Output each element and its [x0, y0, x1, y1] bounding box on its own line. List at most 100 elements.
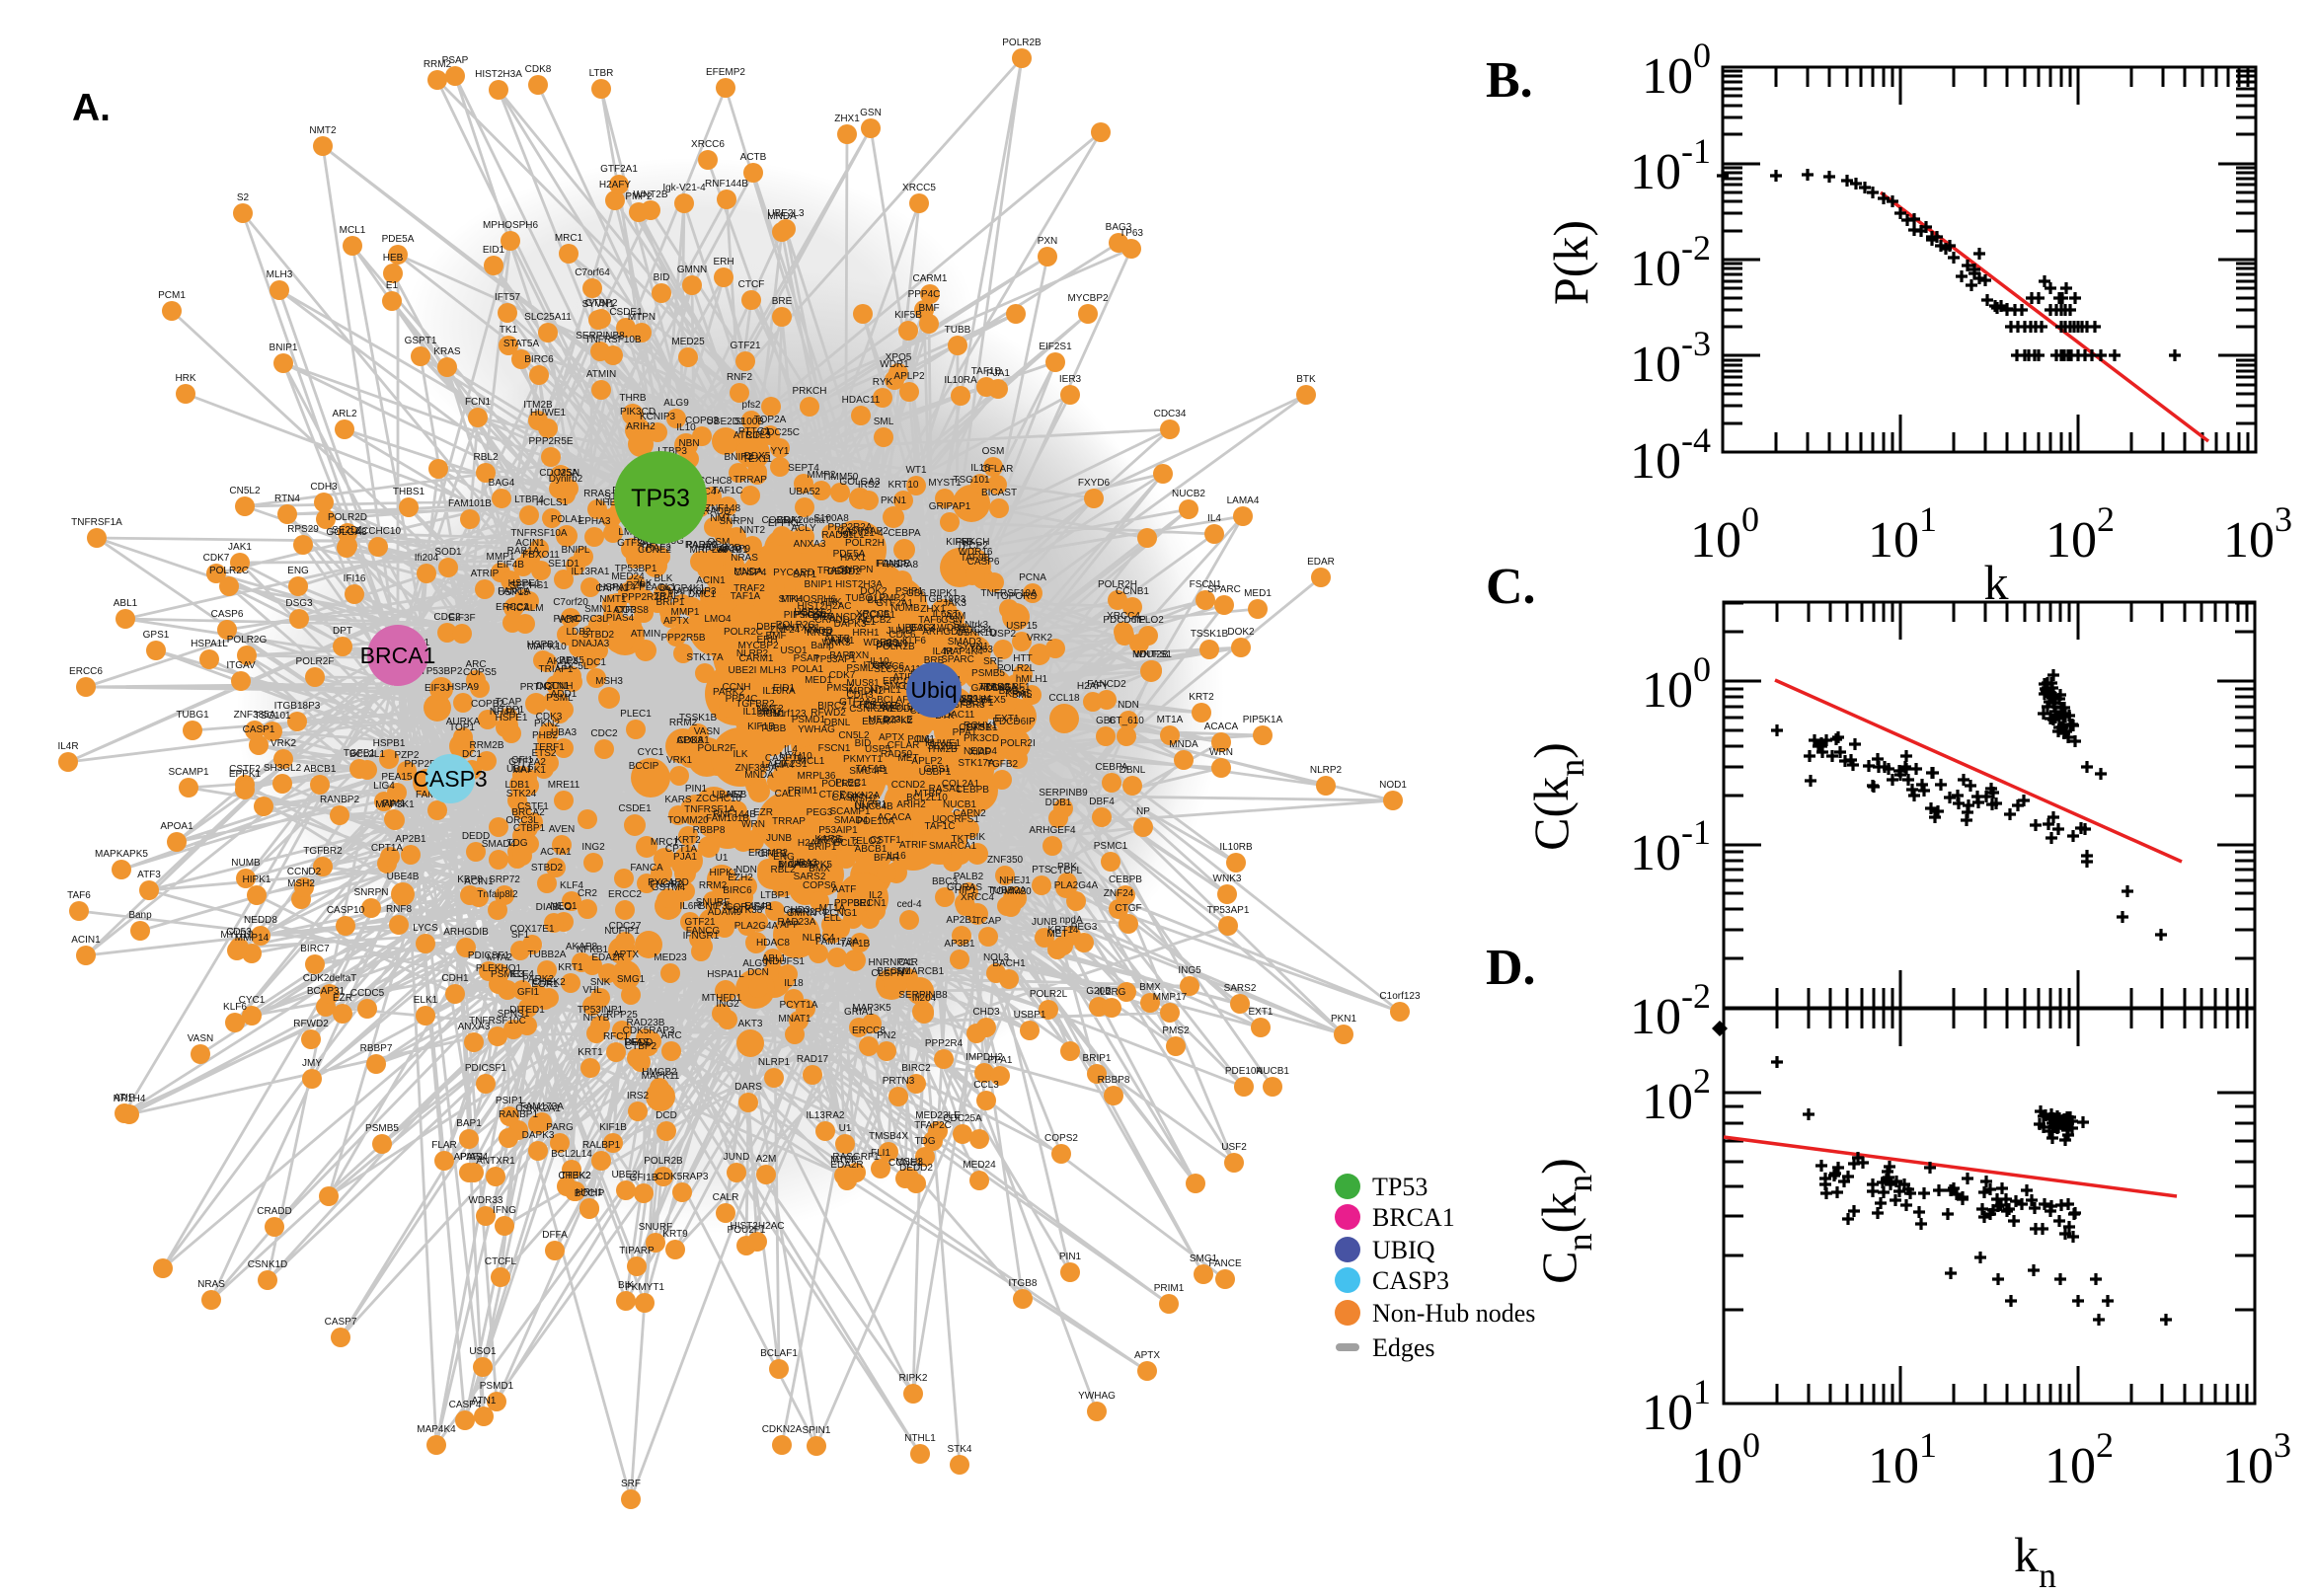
svg-text:TP53BP1: TP53BP1	[615, 564, 657, 574]
svg-text:UBA52: UBA52	[712, 790, 743, 800]
svg-text:ATRIF: ATRIF	[899, 840, 927, 851]
svg-text:BCL2L1: BCL2L1	[349, 749, 386, 760]
svg-text:FBXO11: FBXO11	[522, 550, 560, 561]
svg-text:JUNB: JUNB	[1032, 917, 1057, 928]
svg-text:CDK7: CDK7	[203, 553, 230, 564]
svg-text:CASP6: CASP6	[967, 557, 1000, 568]
svg-text:GSN: GSN	[941, 615, 963, 626]
svg-text:GSN: GSN	[860, 108, 882, 118]
svg-text:MED24: MED24	[963, 1160, 996, 1171]
svg-text:DEDD2: DEDD2	[827, 567, 861, 577]
svg-text:BID: BID	[654, 272, 670, 283]
svg-text:HCLS1: HCLS1	[536, 497, 569, 508]
svg-text:TNFRSF10A: TNFRSF10A	[510, 528, 568, 539]
svg-text:STAT5A: STAT5A	[503, 339, 540, 349]
svg-text:PDCD6IP: PDCD6IP	[1103, 615, 1146, 626]
svg-text:IL18: IL18	[784, 978, 804, 989]
svg-text:CDH3: CDH3	[310, 482, 338, 493]
svg-text:VRK2: VRK2	[270, 738, 297, 749]
svg-text:CCNH: CCNH	[723, 682, 751, 693]
svg-text:XPO5: XPO5	[817, 835, 844, 846]
svg-text:NOD1: NOD1	[1379, 780, 1407, 791]
svg-text:GFI1B: GFI1B	[630, 1173, 658, 1183]
svg-text:CPT1A: CPT1A	[665, 844, 698, 855]
svg-text:MYST1: MYST1	[928, 478, 962, 489]
svg-text:CASP7: CASP7	[325, 1317, 357, 1328]
svg-text:MED25: MED25	[671, 337, 705, 347]
svg-text:ORC3L: ORC3L	[575, 614, 608, 625]
svg-text:EID1: EID1	[773, 683, 796, 694]
svg-text:STK17A: STK17A	[958, 758, 995, 769]
svg-text:GOLGA3: GOLGA3	[839, 477, 881, 488]
svg-text:SML: SML	[1012, 690, 1033, 701]
svg-text:BAG3: BAG3	[999, 686, 1026, 697]
svg-text:KIF1B: KIF1B	[599, 1122, 627, 1133]
svg-text:UBA3: UBA3	[792, 858, 818, 869]
svg-text:IER3: IER3	[1059, 374, 1082, 385]
svg-text:JUND: JUND	[887, 626, 913, 637]
svg-text:BLK: BLK	[655, 573, 673, 584]
svg-text:LTBP3: LTBP3	[657, 446, 687, 457]
svg-text:ACTB: ACTB	[824, 634, 851, 645]
svg-text:MTBP: MTBP	[914, 789, 942, 799]
svg-text:IL10RA: IL10RA	[762, 686, 796, 697]
svg-text:LTBP1: LTBP1	[760, 890, 790, 901]
svg-text:HRH1: HRH1	[576, 1187, 603, 1198]
svg-text:BNIP1: BNIP1	[270, 342, 298, 353]
svg-text:XRCC5: XRCC5	[902, 183, 936, 193]
svg-text:TRRAP: TRRAP	[772, 816, 806, 827]
svg-text:RBL2: RBL2	[770, 865, 795, 875]
svg-text:NUCB2: NUCB2	[1172, 489, 1205, 499]
svg-text:MAP3K5: MAP3K5	[852, 1003, 891, 1014]
svg-text:IL13RA2: IL13RA2	[743, 707, 782, 718]
svg-text:RFWD2: RFWD2	[811, 708, 846, 719]
svg-text:TP63: TP63	[969, 645, 993, 655]
svg-text:MMP1: MMP1	[487, 552, 515, 563]
svg-text:TK1: TK1	[500, 325, 518, 336]
svg-text:CDK2deltaT: CDK2deltaT	[303, 973, 356, 984]
svg-text:HDAC8: HDAC8	[756, 938, 790, 949]
svg-text:WDR16: WDR16	[958, 547, 992, 558]
svg-text:MTBP: MTBP	[830, 1155, 858, 1166]
svg-text:MRE11: MRE11	[548, 780, 580, 791]
svg-text:DITED1: DITED1	[509, 1005, 545, 1016]
svg-text:NLRP2: NLRP2	[736, 648, 769, 659]
svg-text:MRC1: MRC1	[555, 233, 583, 244]
svg-text:JMY: JMY	[302, 1058, 322, 1069]
svg-text:WRN: WRN	[1209, 747, 1233, 758]
svg-text:BCL2: BCL2	[833, 838, 858, 849]
svg-text:C4R: C4R	[898, 957, 918, 968]
svg-text:SPARC: SPARC	[941, 654, 974, 665]
svg-text:DEDD: DEDD	[625, 1037, 653, 1048]
svg-text:ACACA: ACACA	[878, 812, 912, 823]
svg-text:RAB1A: RAB1A	[507, 546, 540, 557]
svg-text:RAD17: RAD17	[797, 1054, 829, 1065]
svg-text:NUCB1: NUCB1	[943, 799, 976, 810]
svg-text:CHD3: CHD3	[783, 905, 811, 916]
svg-text:CEBPB: CEBPB	[1109, 874, 1142, 885]
svg-text:APLP2: APLP2	[893, 371, 925, 382]
svg-text:GPS1: GPS1	[143, 630, 170, 641]
svg-text:DCTN1: DCTN1	[536, 681, 570, 692]
svg-text:CN5L2: CN5L2	[229, 486, 261, 496]
svg-text:FCN1: FCN1	[876, 559, 902, 570]
svg-text:PTS: PTS	[1032, 865, 1051, 875]
svg-text:H2AFY: H2AFY	[599, 180, 632, 190]
svg-text:BRIP1: BRIP1	[809, 842, 837, 853]
svg-text:MLH3: MLH3	[760, 665, 787, 676]
svg-text:SNK: SNK	[590, 977, 611, 988]
svg-text:XIAP: XIAP	[969, 747, 992, 758]
svg-text:TTBK2: TTBK2	[560, 1171, 591, 1181]
svg-text:DPT: DPT	[812, 612, 832, 623]
svg-text:ERCC2: ERCC2	[608, 889, 642, 900]
svg-text:WDR33: WDR33	[468, 1195, 502, 1206]
svg-text:ACTA1: ACTA1	[540, 847, 572, 858]
svg-text:NR1H4: NR1H4	[960, 694, 992, 705]
svg-text:SLNtrk3: SLNtrk3	[953, 620, 989, 631]
svg-text:IL10: IL10	[870, 656, 889, 667]
svg-text:NLRP1: NLRP1	[758, 1057, 791, 1068]
svg-text:POLR2B: POLR2B	[1002, 38, 1042, 48]
svg-text:SLC25A11: SLC25A11	[874, 664, 921, 675]
svg-text:PSAP: PSAP	[442, 55, 469, 66]
svg-text:PRTN3: PRTN3	[520, 682, 553, 693]
